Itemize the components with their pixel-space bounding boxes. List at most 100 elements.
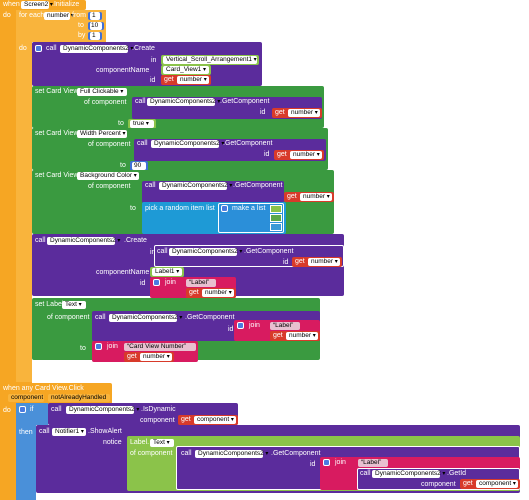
get-number-block[interactable]: get number (270, 331, 320, 341)
color-block-1[interactable] (270, 205, 282, 213)
get-number-block[interactable]: get number (284, 192, 334, 202)
color-block-3[interactable] (270, 223, 282, 231)
get-component-var-block[interactable]: get component (460, 479, 520, 489)
get-label: get (127, 353, 137, 360)
call-label: call (135, 98, 146, 105)
if-block[interactable] (16, 403, 36, 500)
component-arg-label: component (140, 417, 175, 424)
get-number-block[interactable]: get number (124, 352, 174, 362)
get-number-dropdown[interactable]: number (202, 289, 234, 297)
when-any-card-view-click-label: when any Card View.Click (3, 385, 84, 392)
label-text-string[interactable]: “Label” (358, 459, 388, 467)
dc-component-dropdown[interactable]: DynamicComponents2 (47, 237, 116, 245)
text-property-dropdown[interactable]: Text (62, 301, 86, 309)
id-label: id (264, 151, 270, 158)
in-label: in (150, 249, 156, 256)
join-label: join (249, 322, 260, 329)
get-label: get (277, 151, 287, 158)
of-component-label: of component (88, 141, 131, 148)
mutator-gear-icon[interactable] (35, 45, 42, 52)
component-param[interactable]: component (8, 394, 44, 402)
by-label: by (78, 32, 86, 39)
call-label: call (95, 314, 106, 321)
of-component-label: of component (47, 314, 90, 321)
mutator-gear-icon[interactable] (221, 205, 228, 212)
component-name-label: componentName (96, 67, 150, 74)
card-view-type-dropdown[interactable]: Card_View1 (163, 66, 209, 74)
loop-var-dropdown[interactable]: number (44, 12, 70, 20)
vertical-scroll-dropdown[interactable]: Vertical_Scroll_Arrangement1 (163, 56, 257, 64)
call-label: call (51, 406, 62, 413)
background-color-dropdown[interactable]: Background Color (77, 172, 139, 180)
get-number-dropdown[interactable]: number (286, 332, 318, 340)
label-getter-label: Label. (130, 439, 150, 446)
dc-component-dropdown[interactable]: DynamicComponents2 (66, 406, 135, 414)
get-number-dropdown[interactable]: number (140, 353, 172, 361)
text-property-dropdown[interactable]: Text (150, 439, 174, 447)
get-number-block[interactable]: get number (161, 75, 211, 85)
of-component-label: of component (84, 99, 127, 106)
make-a-list-label: make a list (232, 205, 266, 212)
dc-component-dropdown[interactable]: DynamicComponents2 (147, 98, 216, 106)
get-number-block[interactable]: get number (272, 108, 322, 118)
by-value[interactable]: 1 (90, 32, 100, 40)
to-label: to (130, 205, 136, 212)
to-number-block[interactable]: 10 (88, 22, 104, 30)
full-clickable-dropdown[interactable]: Full Clickable (77, 88, 127, 96)
mutator-gear-icon[interactable] (19, 406, 26, 413)
get-number-block[interactable]: get number (274, 150, 324, 160)
any-card-view-click-event[interactable] (0, 383, 16, 500)
get-component-dropdown[interactable]: component (194, 416, 236, 424)
card-view-number-string[interactable]: “Card View Number” (124, 343, 196, 351)
get-number-dropdown[interactable]: number (290, 151, 322, 159)
for-each-loop[interactable] (16, 10, 32, 382)
get-number-dropdown[interactable]: number (288, 109, 320, 117)
mutator-gear-icon[interactable] (95, 343, 102, 350)
to-label: to (120, 162, 126, 169)
label-type-dropdown[interactable]: Label1 (152, 268, 182, 276)
width-percent-dropdown[interactable]: Width Percent (77, 130, 127, 138)
dc-component-dropdown[interactable]: DynamicComponents2 (60, 45, 129, 53)
to-value[interactable]: 10 (90, 22, 102, 30)
vertical-scroll-block[interactable]: Vertical_Scroll_Arrangement1 (161, 55, 259, 65)
true-dropdown[interactable]: true (130, 120, 154, 128)
ninety-value[interactable]: 90 (132, 162, 146, 170)
true-block[interactable]: true (128, 119, 156, 129)
label-type-block[interactable]: Label1 (150, 267, 184, 277)
dc-component-dropdown[interactable]: DynamicComponents2 (195, 450, 264, 458)
get-component-dropdown[interactable]: component (476, 480, 518, 488)
ninety-number-block[interactable]: 90 (130, 161, 148, 171)
dc-component-dropdown[interactable]: DynamicComponents2 (151, 140, 220, 148)
get-number-block[interactable]: get number (186, 288, 236, 298)
dc-component-dropdown[interactable]: DynamicComponents2 (169, 248, 238, 256)
label-text-string[interactable]: “Label” (270, 322, 300, 330)
screen-component-dropdown[interactable]: Screen2 (21, 1, 49, 9)
label-text-string[interactable]: “Label” (186, 279, 216, 287)
loop-do-label: do (19, 45, 27, 52)
create-method-label: .Create (124, 237, 147, 244)
call-label: call (145, 182, 156, 189)
mutator-gear-icon[interactable] (323, 459, 330, 466)
dc-component-dropdown[interactable]: DynamicComponents2 (159, 182, 228, 190)
notifier-dropdown[interactable]: Notifier1 (52, 428, 86, 436)
dc-component-dropdown[interactable]: DynamicComponents2 (372, 470, 441, 478)
get-component-method-label: .GetComponent (244, 248, 294, 255)
event-do-label: do (3, 12, 11, 19)
get-component-var-block[interactable]: get component (178, 415, 238, 425)
from-value[interactable]: 1 (90, 12, 100, 20)
call-label: call (39, 428, 50, 435)
get-number-dropdown[interactable]: number (300, 193, 332, 201)
dc-component-dropdown[interactable]: DynamicComponents2 (109, 314, 178, 322)
card-view-number-value: Card View Number (129, 343, 184, 350)
color-block-2[interactable] (270, 214, 282, 222)
set-card-view-label: set Card View (35, 88, 79, 95)
get-number-dropdown[interactable]: number (177, 76, 209, 84)
mutator-gear-icon[interactable] (237, 322, 244, 329)
card-view-type-block[interactable]: Card_View1 (161, 65, 211, 75)
by-number-block[interactable]: 1 (88, 32, 102, 40)
not-already-handled-param[interactable]: notAlreadyHandled (48, 394, 110, 402)
mutator-gear-icon[interactable] (153, 279, 160, 286)
get-number-dropdown[interactable]: number (308, 258, 340, 266)
from-number-block[interactable]: 1 (88, 12, 102, 20)
get-number-block[interactable]: get number (292, 257, 342, 267)
